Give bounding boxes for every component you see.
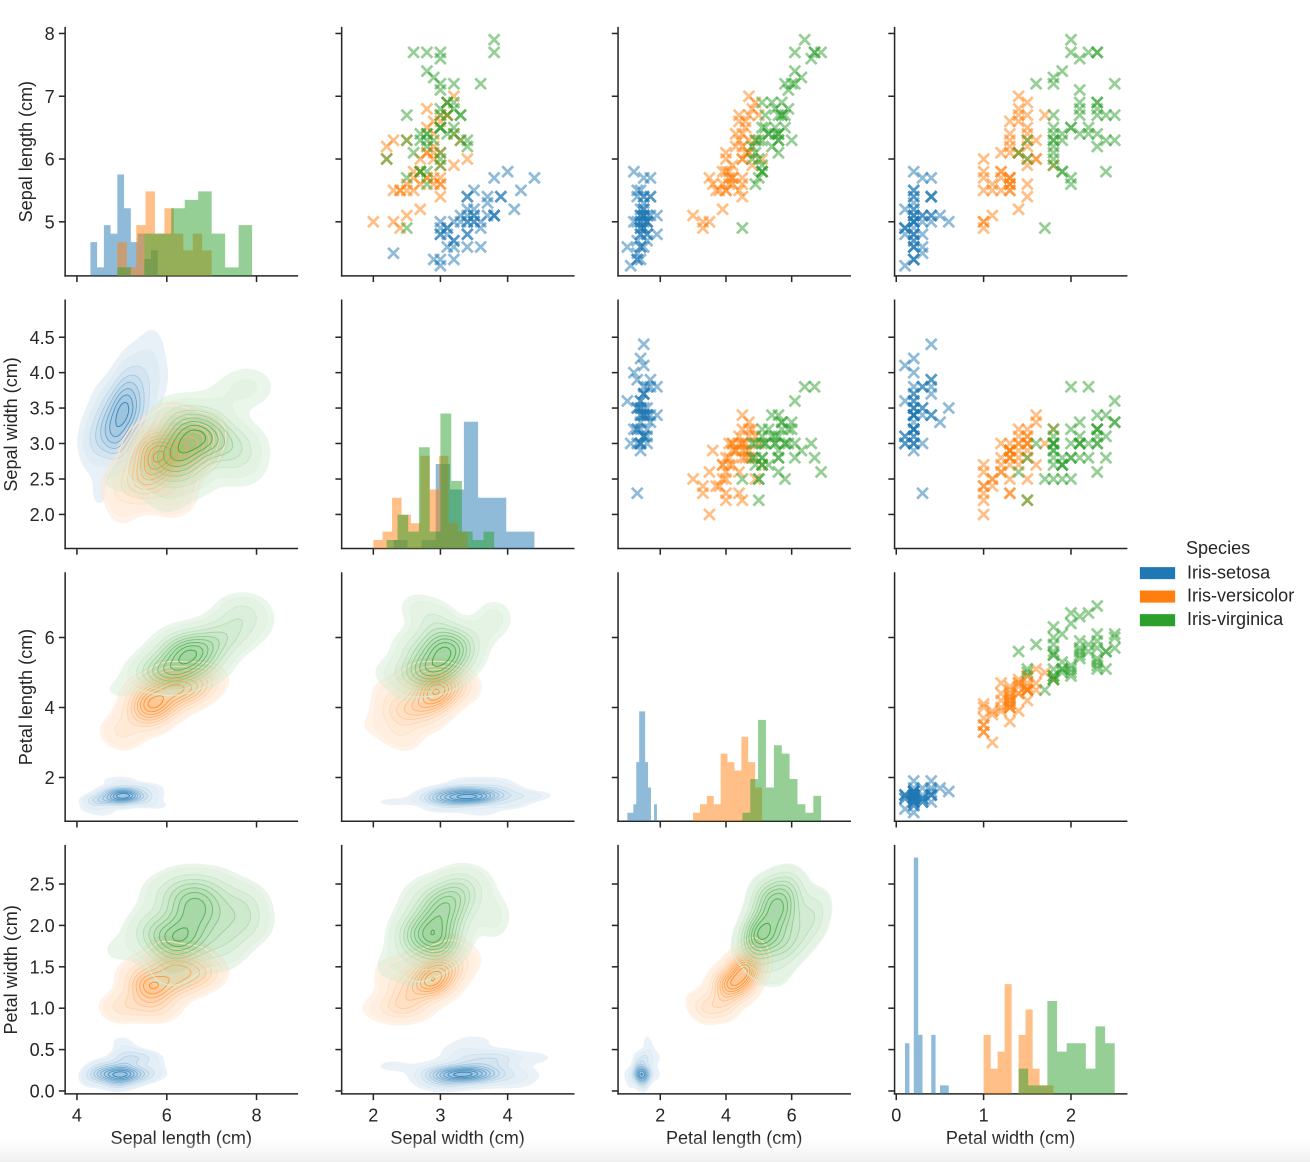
svg-text:1.0: 1.0 bbox=[30, 999, 55, 1019]
svg-text:2.0: 2.0 bbox=[30, 916, 55, 936]
svg-text:2: 2 bbox=[1066, 1106, 1076, 1126]
svg-text:3: 3 bbox=[435, 1106, 445, 1126]
svg-text:4: 4 bbox=[503, 1106, 513, 1126]
svg-text:2: 2 bbox=[45, 768, 55, 788]
svg-text:Species: Species bbox=[1186, 538, 1250, 558]
svg-text:2: 2 bbox=[655, 1106, 665, 1126]
svg-text:3.0: 3.0 bbox=[30, 434, 55, 454]
svg-text:Petal length (cm): Petal length (cm) bbox=[16, 629, 36, 765]
svg-text:3.5: 3.5 bbox=[30, 399, 55, 419]
svg-text:0: 0 bbox=[891, 1106, 901, 1126]
svg-text:0.0: 0.0 bbox=[30, 1082, 55, 1102]
svg-text:2.5: 2.5 bbox=[30, 875, 55, 895]
svg-text:1.5: 1.5 bbox=[30, 957, 55, 977]
svg-text:6: 6 bbox=[45, 628, 55, 648]
svg-text:4: 4 bbox=[45, 698, 55, 718]
svg-text:4.0: 4.0 bbox=[30, 363, 55, 383]
svg-text:Iris-setosa: Iris-setosa bbox=[1187, 562, 1271, 582]
svg-text:Iris-versicolor: Iris-versicolor bbox=[1187, 585, 1294, 605]
svg-text:2.5: 2.5 bbox=[30, 470, 55, 490]
svg-text:4: 4 bbox=[721, 1106, 731, 1126]
svg-text:2: 2 bbox=[368, 1106, 378, 1126]
svg-text:8: 8 bbox=[45, 24, 55, 44]
svg-text:6: 6 bbox=[45, 150, 55, 170]
svg-text:4.5: 4.5 bbox=[30, 328, 55, 348]
svg-text:Iris-virginica: Iris-virginica bbox=[1187, 609, 1284, 629]
svg-text:1: 1 bbox=[979, 1106, 989, 1126]
svg-text:Sepal length (cm): Sepal length (cm) bbox=[16, 81, 36, 222]
svg-text:0.5: 0.5 bbox=[30, 1040, 55, 1060]
svg-text:2.0: 2.0 bbox=[30, 505, 55, 525]
svg-text:7: 7 bbox=[45, 87, 55, 107]
svg-text:Sepal width (cm): Sepal width (cm) bbox=[1, 357, 21, 491]
svg-text:4: 4 bbox=[72, 1106, 82, 1126]
svg-text:6: 6 bbox=[162, 1106, 172, 1126]
svg-text:Petal width (cm): Petal width (cm) bbox=[1, 905, 21, 1034]
svg-text:5: 5 bbox=[45, 212, 55, 232]
svg-text:8: 8 bbox=[252, 1106, 262, 1126]
svg-text:6: 6 bbox=[787, 1106, 797, 1126]
